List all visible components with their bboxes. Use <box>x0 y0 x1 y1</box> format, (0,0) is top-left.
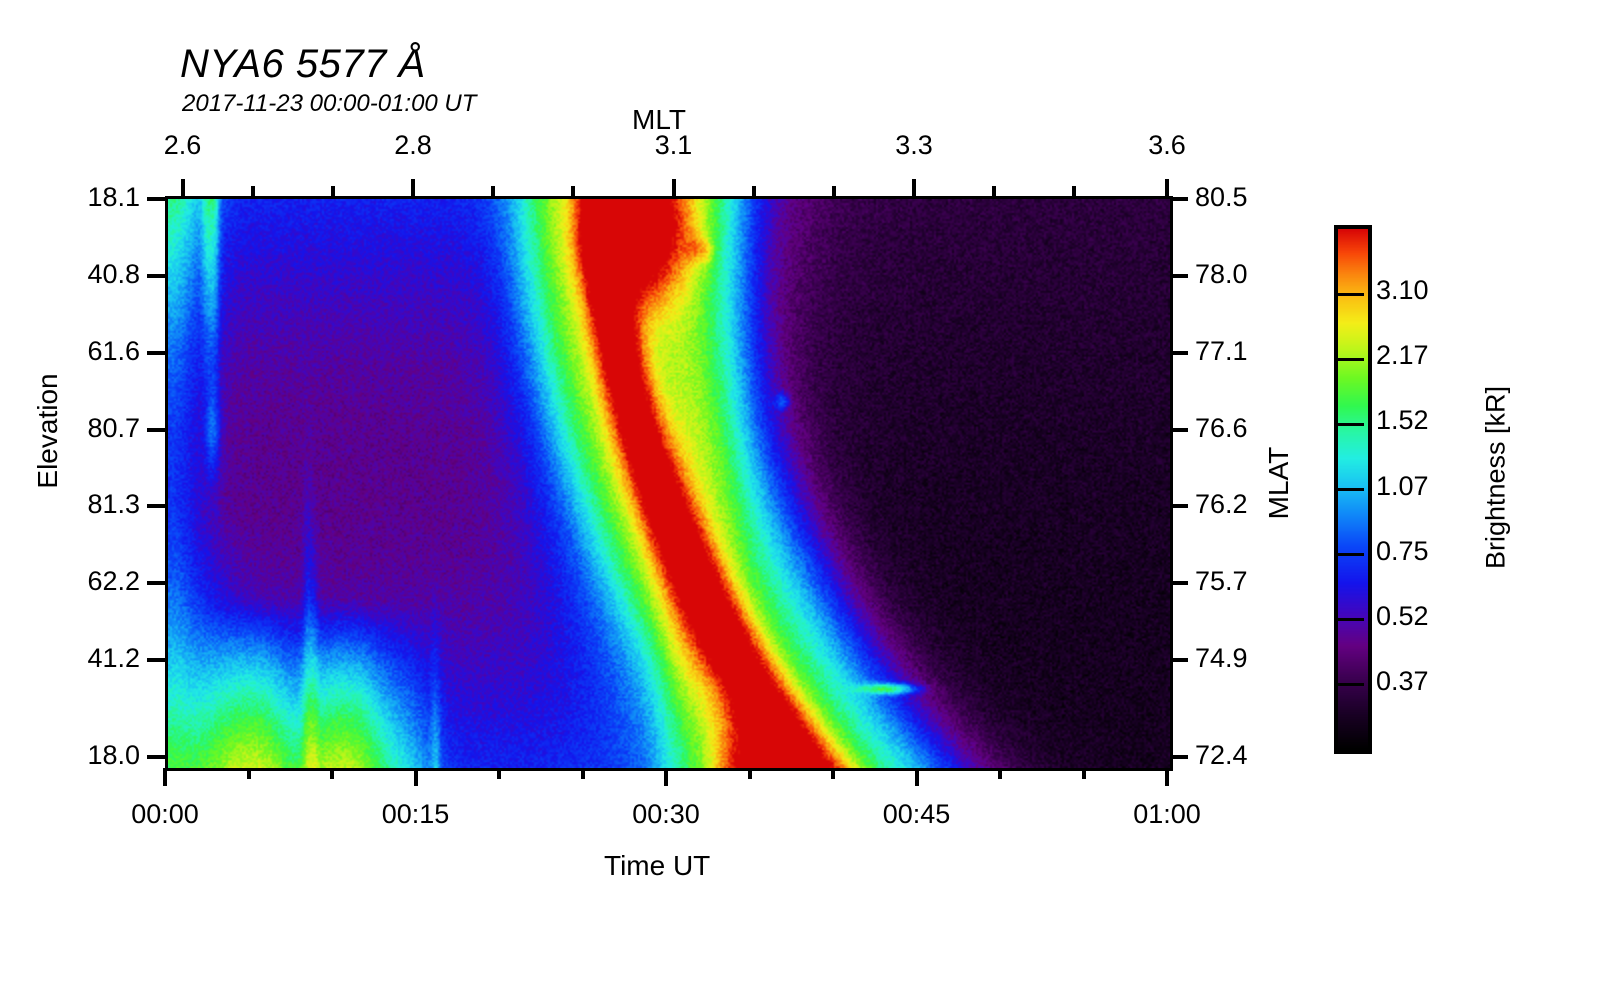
tick-label: 18.0 <box>87 739 140 770</box>
tick-label: 77.1 <box>1195 335 1248 366</box>
colorbar-separator <box>1334 683 1364 687</box>
tick-label: 3.1 <box>654 130 693 160</box>
tick-mark <box>1170 754 1188 759</box>
tick-label: 00:45 <box>882 799 951 829</box>
tick-mark <box>491 186 496 196</box>
tick-mark <box>1170 504 1188 509</box>
tick-mark <box>992 186 997 196</box>
tick-label: 2.6 <box>163 130 202 160</box>
top-axis-label: MLT <box>632 104 686 135</box>
tick-label: 78.0 <box>1195 258 1248 289</box>
tick-mark <box>180 179 185 196</box>
colorbar-tick-label: 2.17 <box>1376 340 1429 371</box>
tick-mark <box>330 768 334 779</box>
tick-mark <box>147 273 165 278</box>
tick-label: 40.8 <box>87 258 140 289</box>
tick-mark <box>147 658 165 663</box>
tick-mark <box>1170 427 1188 432</box>
tick-label: 80.7 <box>87 412 140 443</box>
tick-mark <box>914 768 919 786</box>
tick-label: 3.3 <box>895 130 933 160</box>
tick-mark <box>1170 273 1188 278</box>
left-axis-label: Elevation <box>32 373 63 489</box>
colorbar-tick-label: 0.37 <box>1376 665 1429 696</box>
tick-mark <box>1170 581 1188 586</box>
tick-label: 18.1 <box>87 181 140 212</box>
keogram-plot-area <box>165 196 1173 771</box>
tick-label: 80.5 <box>1195 181 1248 212</box>
tick-mark <box>330 186 335 196</box>
tick-mark <box>246 768 251 779</box>
tick-label: 76.2 <box>1195 489 1248 520</box>
tick-mark <box>580 768 585 779</box>
colorbar-tick-label: 3.10 <box>1376 275 1429 306</box>
colorbar-tick-label: 0.75 <box>1376 535 1429 566</box>
tick-mark <box>1072 186 1077 196</box>
colorbar-separator <box>1334 488 1364 491</box>
tick-mark <box>410 179 415 196</box>
tick-label: 01:00 <box>1133 799 1201 829</box>
tick-label: 2.8 <box>394 130 432 160</box>
tick-mark <box>250 186 255 196</box>
tick-label: 00:30 <box>632 799 700 829</box>
colorbar-separator <box>1334 292 1364 296</box>
tick-mark <box>831 768 835 779</box>
tick-label: 00:00 <box>131 799 199 829</box>
tick-label: 81.3 <box>87 489 140 520</box>
tick-label: 41.2 <box>87 643 140 674</box>
colorbar-tick-label: 0.52 <box>1376 600 1429 631</box>
tick-mark <box>1170 350 1188 355</box>
tick-mark <box>147 754 165 759</box>
tick-label: 3.6 <box>1148 130 1186 160</box>
tick-mark <box>747 768 752 779</box>
bottom-axis-label: Time UT <box>604 850 711 881</box>
tick-mark <box>1170 196 1188 201</box>
tick-mark <box>1165 768 1169 786</box>
keogram-image <box>168 199 1170 768</box>
colorbar-tick-label: 1.52 <box>1376 405 1429 436</box>
colorbar-label: Brightness [kR] <box>1480 385 1511 570</box>
tick-mark <box>831 186 836 196</box>
tick-label: 74.9 <box>1195 643 1248 674</box>
tick-mark <box>163 768 167 786</box>
tick-mark <box>147 427 165 432</box>
colorbar-separator <box>1334 553 1364 557</box>
tick-label: 00:15 <box>381 799 450 829</box>
tick-mark <box>664 768 668 786</box>
colorbar-separator <box>1334 618 1364 622</box>
right-axis-label: MLAT <box>1263 446 1294 520</box>
colorbar-tick-label: 1.07 <box>1376 470 1429 501</box>
tick-mark <box>1165 179 1169 196</box>
tick-mark <box>497 768 501 779</box>
tick-mark <box>1170 658 1188 663</box>
tick-mark <box>147 581 165 586</box>
tick-mark <box>147 196 165 201</box>
page-subtitle: 2017-11-23 00:00-01:00 UT <box>182 90 477 117</box>
tick-mark <box>413 768 418 786</box>
tick-mark <box>147 504 165 509</box>
page-title: NYA6 5577 Å <box>180 42 426 86</box>
tick-mark <box>911 179 916 196</box>
tick-mark <box>147 350 165 355</box>
tick-mark <box>751 186 756 196</box>
colorbar-separator <box>1334 357 1364 361</box>
tick-mark <box>571 186 576 196</box>
tick-label: 76.6 <box>1195 412 1248 443</box>
tick-mark <box>998 768 1002 779</box>
tick-label: 75.7 <box>1195 566 1248 597</box>
tick-label: 72.4 <box>1195 739 1248 770</box>
tick-label: 61.6 <box>87 335 140 366</box>
colorbar-separator <box>1334 422 1364 426</box>
tick-mark <box>1081 768 1086 779</box>
tick-label: 62.2 <box>87 566 140 597</box>
tick-mark <box>671 179 676 196</box>
